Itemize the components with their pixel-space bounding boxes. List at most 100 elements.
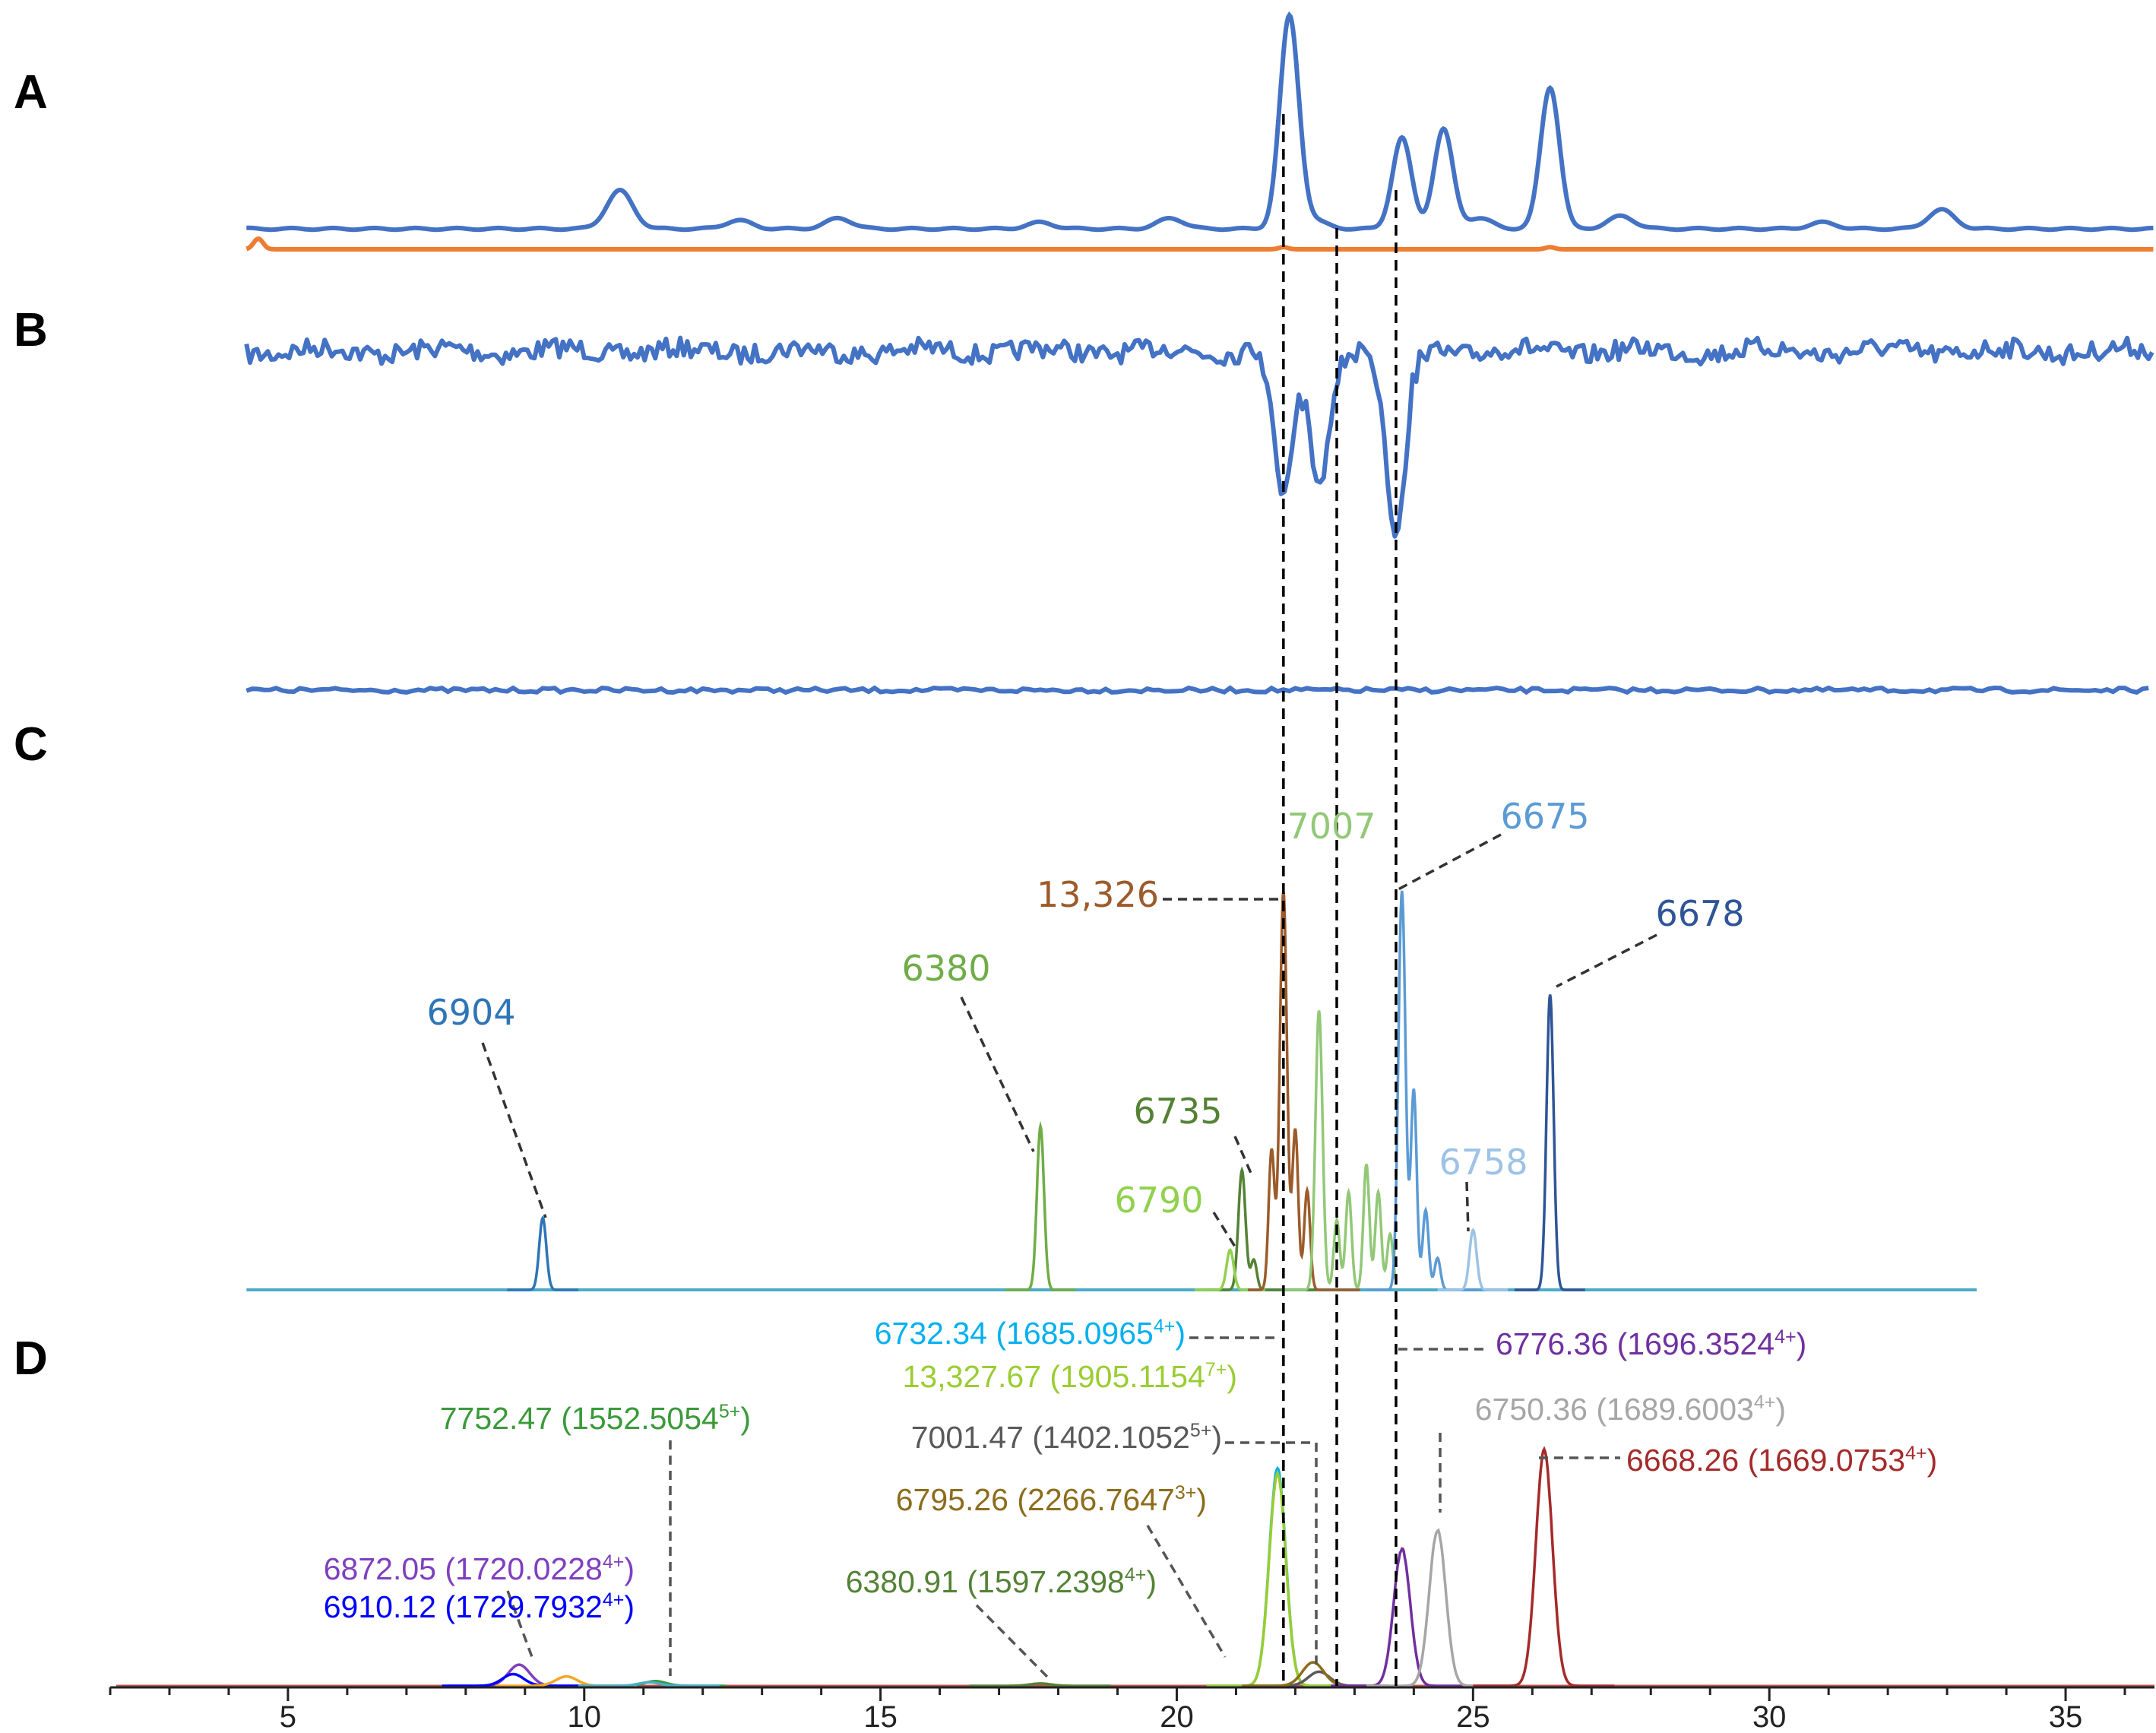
leader-d-3	[1146, 1525, 1227, 1658]
x-tick-label: 15	[863, 1700, 898, 1733]
charge-state: 4+	[1154, 1316, 1176, 1337]
mz-open: (	[987, 1316, 1006, 1351]
charge-state: 7+	[1205, 1359, 1227, 1380]
reference-dashed-lines	[1282, 114, 1398, 1686]
mz-value: 1669.0753	[1758, 1443, 1905, 1478]
peak-label-d: 6776.36 (1696.35244+)	[1496, 1326, 1806, 1361]
peak-label-c: 13,326	[1037, 874, 1159, 915]
trace-d-peak-0	[1206, 1465, 1348, 1687]
mass-value: 7001.47	[911, 1420, 1024, 1455]
mz-value: 1696.3524	[1627, 1326, 1775, 1361]
mass-value: 6668.26	[1626, 1443, 1739, 1478]
trace-c-peak-3	[1194, 1248, 1265, 1291]
peak-label-d: 6872.05 (1720.02284+)	[324, 1551, 635, 1586]
trace-c-peak-1	[1005, 1120, 1076, 1291]
mz-open: (	[436, 1589, 455, 1624]
panel-a-traces	[245, 11, 2154, 252]
trace-c-peak-4	[1248, 890, 1360, 1291]
leader-c-2	[1233, 1136, 1254, 1177]
mass-value: 6732.34	[875, 1316, 987, 1351]
panel-b-traces	[244, 335, 2154, 695]
x-tick-label: 20	[1160, 1700, 1194, 1733]
x-axis: 5 10 15 20 25 30 35	[109, 1686, 2154, 1733]
panel-label-d: D	[14, 1332, 48, 1385]
mz-close: )	[1797, 1326, 1807, 1361]
charge-state: 5+	[1190, 1420, 1212, 1441]
charge-state: 4+	[1125, 1564, 1147, 1586]
charge-state: 4+	[1754, 1392, 1776, 1413]
leader-c-0	[481, 1042, 547, 1218]
mz-open: (	[552, 1401, 571, 1436]
mz-close: )	[624, 1589, 635, 1624]
trace-c-peak-5	[1283, 1010, 1397, 1291]
mass-value: 6795.26	[896, 1482, 1008, 1517]
peak-label-c: 6678	[1655, 893, 1744, 934]
mz-close: )	[1196, 1482, 1207, 1517]
mass-value: 6750.36	[1475, 1392, 1588, 1427]
peak-label-d: 6380.91 (1597.23984+)	[846, 1564, 1157, 1599]
mz-value: 1905.1154	[1060, 1359, 1205, 1394]
leader-c-7	[1465, 1181, 1470, 1232]
mass-value: 6380.91	[846, 1564, 958, 1599]
peak-label-d: 7001.47 (1402.10525+)	[911, 1420, 1222, 1455]
mz-close: )	[740, 1401, 751, 1436]
peak-label-d: 13,327.67 (1905.11547+)	[903, 1359, 1237, 1394]
trace-c-peak-0	[507, 1215, 578, 1291]
peak-label-c: 6675	[1500, 796, 1589, 837]
x-tick-label: 5	[280, 1700, 296, 1733]
mz-close: )	[1175, 1316, 1186, 1351]
mz-value: 2266.7647	[1027, 1482, 1175, 1517]
trace-d-peak-8	[1331, 1547, 1473, 1687]
mz-open: (	[1739, 1443, 1758, 1478]
trace-d-peak-12	[578, 1681, 720, 1687]
panel-label-c: C	[14, 718, 48, 771]
mz-close: )	[1927, 1443, 1938, 1478]
mz-close: )	[1227, 1359, 1237, 1394]
mz-value: 1729.7932	[455, 1589, 603, 1624]
mass-value: 13,327.67	[903, 1359, 1041, 1394]
x-tick-label: 30	[1752, 1700, 1787, 1733]
mz-open: (	[1008, 1482, 1027, 1517]
peak-label-c: 6380	[901, 948, 990, 989]
mz-open: (	[1608, 1326, 1627, 1361]
mz-open: (	[436, 1551, 455, 1586]
peak-label-d: 7752.47 (1552.50545+)	[440, 1401, 751, 1436]
trace-d-peak-1	[1206, 1469, 1348, 1687]
trace-d-peak-10	[1473, 1446, 1615, 1687]
mz-close: )	[1211, 1420, 1222, 1455]
leader-d-6	[506, 1590, 533, 1658]
peak-label-c: 6904	[426, 992, 515, 1033]
charge-state: 4+	[1775, 1326, 1797, 1348]
peak-label-d: 6750.36 (1689.60034+)	[1475, 1392, 1786, 1427]
trace-c-peak-8	[1514, 994, 1585, 1291]
trace-d-peak-7	[442, 1672, 584, 1687]
charge-state: 3+	[1175, 1482, 1197, 1503]
x-tick-label: 35	[2049, 1700, 2083, 1733]
panel-c-traces	[246, 890, 1977, 1291]
mz-open: (	[1588, 1392, 1607, 1427]
peak-annotations: 6904 6380 6735 6790 13,326 7007 6675 6758 6678 67…	[324, 796, 1937, 1678]
mass-value: 6776.36	[1496, 1326, 1608, 1361]
peak-label-d: 6732.34 (1685.09654+)	[875, 1316, 1186, 1351]
peak-label-d: 6910.12 (1729.79324+)	[324, 1589, 635, 1624]
mz-close: )	[624, 1551, 635, 1586]
charge-state: 5+	[719, 1401, 741, 1422]
peak-label-d: 6668.26 (1669.07534+)	[1626, 1443, 1937, 1478]
panel-label-a: A	[14, 66, 48, 119]
mz-value: 1689.6003	[1607, 1392, 1754, 1427]
leader-c-6	[1398, 833, 1502, 891]
trace-b-bottom	[245, 685, 2149, 695]
trace-a-orange	[245, 236, 2154, 252]
peak-label-c: 7007	[1287, 806, 1376, 847]
trace-d-peak-4	[969, 1682, 1111, 1687]
mz-value: 1402.1052	[1043, 1420, 1190, 1455]
mz-close: )	[1775, 1392, 1786, 1427]
leader-d-4	[975, 1604, 1049, 1678]
trace-a-blue	[246, 11, 2154, 233]
mass-value: 6872.05	[324, 1551, 436, 1586]
trace-d-peak-11	[495, 1674, 637, 1687]
panel-d-traces	[116, 1446, 2154, 1687]
mz-close: )	[1146, 1564, 1157, 1599]
charge-state: 4+	[1905, 1443, 1927, 1464]
mz-value: 1552.5054	[571, 1401, 719, 1436]
